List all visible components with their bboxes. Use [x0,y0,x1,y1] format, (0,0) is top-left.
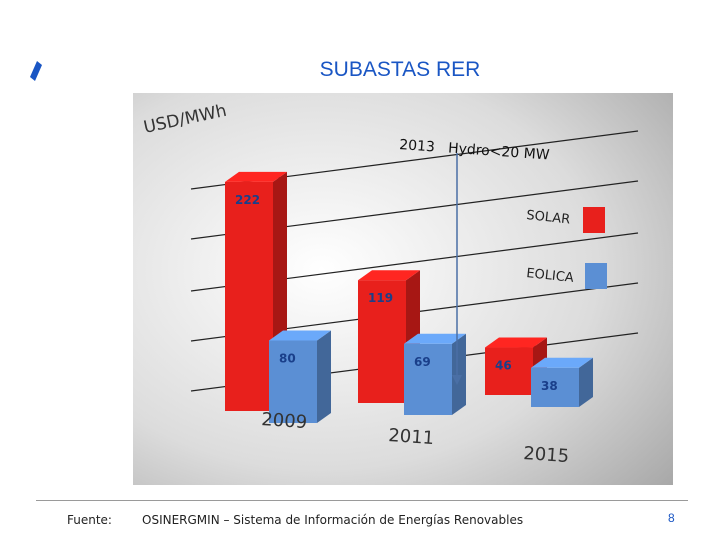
annotation-arrowhead [452,375,462,385]
bar-top-eolica-2009 [269,330,331,341]
legend-swatch-eolica [585,263,607,289]
bar-top-solar-2009 [225,171,287,182]
bar-solar-2009 [225,181,273,411]
data-label-eolica-2009: 80 [279,351,296,365]
bar-eolica-2009 [269,340,317,423]
footer-divider [36,500,688,501]
x-tick-label-2011: 2011 [388,425,435,449]
legend-label-solar: SOLAR [526,208,571,228]
bar-top-eolica-2011 [404,333,466,344]
footer-source: OSINERGMIN – Sistema de Información de E… [142,513,524,527]
x-tick-label-2009: 2009 [261,409,308,433]
data-label-solar-2009: 222 [235,193,260,207]
bar-side-eolica-2009 [317,330,331,423]
bar-top-eolica-2015 [531,357,593,368]
data-label-eolica-2011: 69 [414,355,431,369]
legend-label-eolica: EOLICA [526,266,575,286]
x-tick-label-2015: 2015 [523,443,570,467]
bar-top-solar-2011 [358,270,420,281]
page-number: 8 [668,511,675,525]
bar-eolica-2011 [404,343,452,415]
bar-solar-2015 [485,347,533,395]
data-label-solar-2011: 119 [368,291,393,305]
bar-side-eolica-2011 [452,333,466,415]
bar-eolica-2015 [531,367,579,407]
footer-label: Fuente: [67,513,112,527]
data-label-eolica-2015: 38 [541,379,558,393]
bar-side-eolica-2015 [579,357,593,407]
bar-solar-2011 [358,280,406,403]
slide-title: SUBASTAS RER [319,58,481,81]
data-label-solar-2015: 46 [495,359,512,373]
legend-swatch-solar [583,207,605,233]
bar-top-solar-2015 [485,337,547,348]
logo-icon [30,61,42,81]
